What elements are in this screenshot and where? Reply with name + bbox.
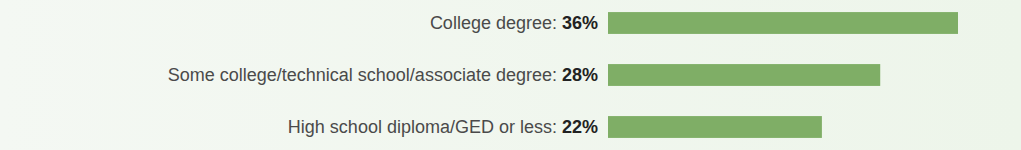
data-label: 28% <box>562 65 598 85</box>
category-label: High school diploma/GED or less: <box>288 117 557 137</box>
data-label: 36% <box>562 13 598 33</box>
bar <box>608 12 958 34</box>
category-label: Some college/technical school/associate … <box>168 65 557 85</box>
row-label: College degree:36% <box>430 13 598 33</box>
row-label: High school diploma/GED or less:22% <box>288 117 598 137</box>
data-label: 22% <box>562 117 598 137</box>
bars <box>608 12 958 138</box>
bar <box>608 64 880 86</box>
bar <box>608 116 822 138</box>
row-label: Some college/technical school/associate … <box>168 65 598 85</box>
labels: College degree:36% Some college/technical… <box>168 13 598 137</box>
chart: College degree:36% Some college/technical… <box>0 0 1021 150</box>
category-label: College degree: <box>430 13 557 33</box>
